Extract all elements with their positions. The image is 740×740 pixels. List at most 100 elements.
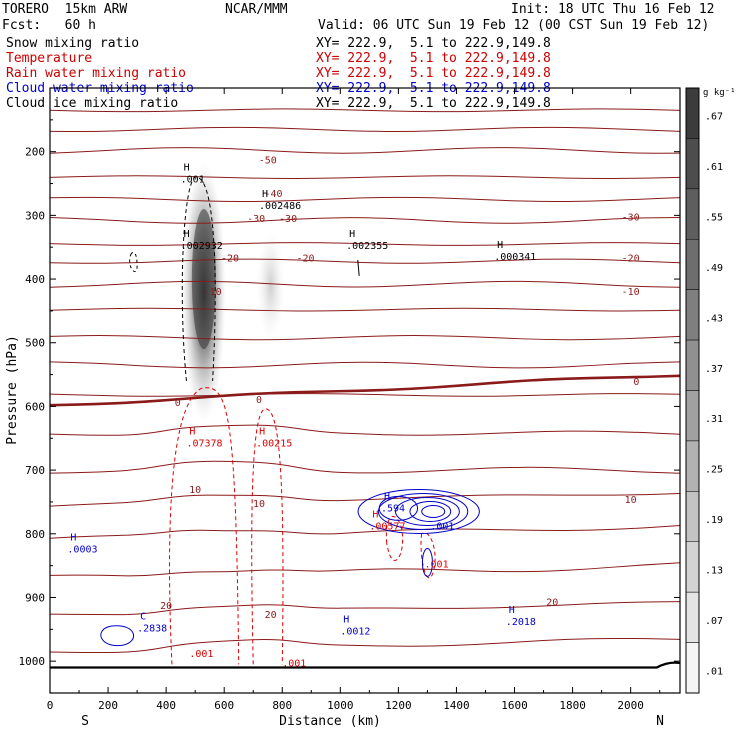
isotherm: [50, 196, 680, 203]
rain-max-value: .00215: [256, 439, 292, 450]
cloudwater-max-value: .2018: [506, 617, 536, 628]
colorbar-frame: [685, 87, 700, 694]
y-tick-label: 800: [25, 528, 45, 541]
colorbar-unit: g kg⁻¹: [703, 88, 736, 98]
isotherm: [50, 424, 680, 436]
rain-max-marker: H: [189, 427, 195, 438]
colorbar-cell: [685, 541, 700, 593]
isotherm-label: 0: [633, 377, 639, 388]
isotherm: [50, 147, 680, 154]
y-tick-label: 600: [25, 400, 45, 413]
colorbar-label: .61: [705, 162, 723, 173]
isotherm-label: 20: [546, 597, 558, 608]
colorbar-label: .13: [705, 565, 723, 576]
isotherm-zero: [50, 374, 680, 407]
snow-max-marker: H: [262, 189, 268, 200]
colorbar-cell: [685, 339, 700, 391]
colorbar-label: .43: [705, 313, 723, 324]
y-tick-label: 700: [25, 464, 45, 477]
x-tick-label: 1000: [327, 699, 354, 712]
y-axis-label: Pressure (hPa): [5, 335, 20, 445]
isotherm-label: 0: [256, 395, 262, 406]
y-tick-label: 500: [25, 337, 45, 350]
snow-contour: [129, 251, 138, 272]
isotherm-label: -20: [221, 253, 239, 264]
cloudwater-contour: [100, 625, 134, 646]
isotherm-label: 20: [160, 601, 172, 612]
y-tick-label: 900: [25, 591, 45, 604]
snow-max-marker: H: [184, 229, 190, 240]
colorbar-label: .25: [705, 465, 723, 476]
isotherm-label: -20: [296, 253, 314, 264]
cloudwater-contour: [421, 505, 446, 518]
field-rain-label: Rain water mixing ratio: [6, 66, 187, 81]
colorbar-label: .07: [705, 616, 723, 627]
snow-shading-core: [191, 209, 216, 350]
snow-max-marker: H: [184, 162, 190, 173]
cloudwater-max-value: .594: [381, 504, 405, 515]
x-tick-label: 800: [272, 699, 292, 712]
cloudwater-contour: [421, 547, 433, 577]
isotherm-label: 10: [189, 485, 201, 496]
rain-max-marker: H: [372, 509, 378, 520]
field-ice-label: Cloud ice mixing ratio: [6, 96, 179, 111]
cloudwater-contour: [377, 493, 469, 530]
field-temperature-label: Temperature: [6, 51, 93, 66]
isotherm: [50, 280, 680, 288]
snow-max-marker: H: [497, 240, 503, 251]
x-tick-label: 0: [47, 699, 54, 712]
x-tick-label: 400: [156, 699, 176, 712]
colorbar-cell: [685, 390, 700, 442]
isotherm: [50, 361, 680, 369]
isotherm: [50, 525, 680, 539]
cloudwater-contour: [378, 495, 419, 521]
x-tick-label: 1200: [385, 699, 412, 712]
isotherm: [50, 393, 680, 397]
x-axis-label: Distance (km): [279, 714, 381, 729]
isotherm: [50, 175, 680, 180]
isotherm: [50, 335, 680, 341]
rain-contour: [169, 387, 240, 665]
snow-contour: [181, 176, 216, 381]
y-tick-label: 200: [25, 146, 45, 159]
valid-label: Valid: 06 UTC Sun 19 Feb 12 (00 CST Sun …: [318, 18, 710, 33]
org-label: NCAR/MMM: [225, 2, 288, 17]
cloudwater-max-marker: H: [70, 532, 76, 543]
isotherm-label: -30: [247, 214, 265, 225]
rain-contour: [251, 408, 284, 665]
isotherm-label: 20: [265, 610, 277, 621]
x-tick-label: 1400: [443, 699, 470, 712]
isotherm: [50, 601, 680, 616]
colorbar-label: .31: [705, 414, 723, 425]
cloudwater-contour: [357, 489, 480, 534]
x-tick-label: 2000: [617, 699, 644, 712]
isotherm: [50, 460, 680, 474]
colorbar-cell: [685, 289, 700, 341]
south-end-label: S: [81, 714, 89, 729]
cloudwater-max-marker: H: [343, 615, 349, 626]
snow-max-value: .000341: [494, 252, 536, 263]
isotherm: [50, 258, 680, 264]
ground-line: [50, 661, 680, 669]
x-tick-label: 1800: [559, 699, 586, 712]
isotherm-label: 0: [175, 398, 181, 409]
y-tick-label: 400: [25, 273, 45, 286]
snow-max-value: .001: [181, 174, 205, 185]
cloudwater-max-marker: H: [384, 492, 390, 503]
rain-max-value: .07378: [186, 439, 222, 450]
cloudwater-max-value: .0003: [67, 544, 97, 555]
init-label: Init: 18 UTC Thu 16 Feb 12: [511, 2, 715, 17]
rain-contour: [420, 532, 436, 579]
colorbar-label: .37: [705, 364, 723, 375]
isotherm-label: 10: [625, 495, 637, 506]
field-temperature-xy: XY= 222.9, 5.1 to 222.9,149.8: [316, 51, 551, 66]
x-tick-label: 1600: [501, 699, 528, 712]
cloudwater-contour: [409, 501, 452, 522]
snow-max-marker: H: [349, 229, 355, 240]
isotherm-label: -30: [279, 214, 297, 225]
x-tick-label: 600: [214, 699, 234, 712]
snow-max-value: .002932: [181, 241, 223, 252]
isotherm-label: -50: [259, 155, 277, 166]
colorbar-label: .01: [705, 666, 723, 677]
field-rain-xy: XY= 222.9, 5.1 to 222.9,149.8: [316, 66, 551, 81]
